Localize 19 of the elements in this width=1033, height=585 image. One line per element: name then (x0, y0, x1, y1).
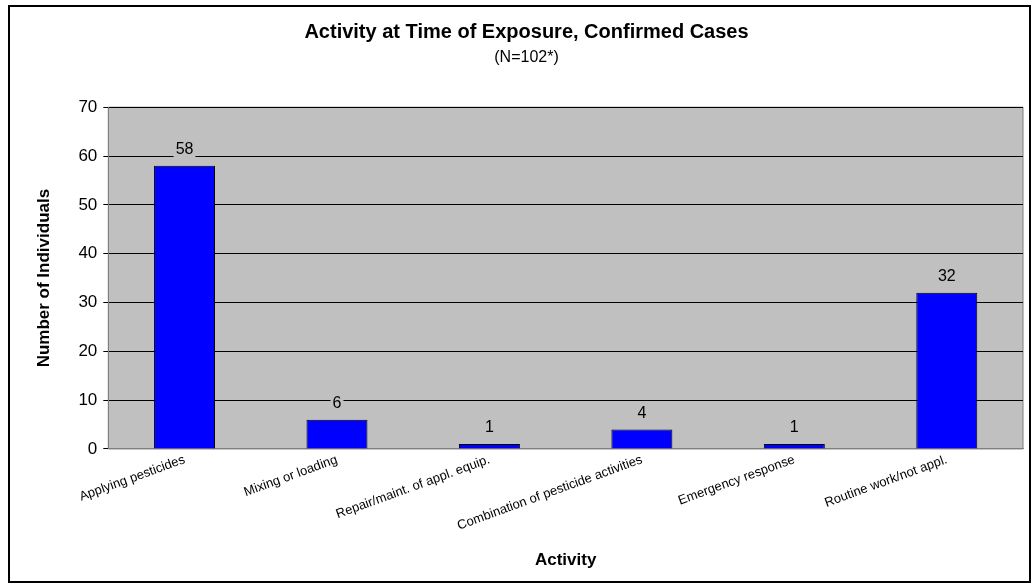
data-label: 4 (637, 403, 647, 421)
y-axis-title: Number of Individuals (33, 188, 53, 368)
data-label: 32 (937, 267, 956, 285)
y-tick-label: 60 (78, 145, 98, 165)
y-tick-label: 0 (87, 438, 98, 458)
y-tick-label: 10 (78, 389, 98, 409)
chart-title: Activity at Time of Exposure, Confirmed Cases (304, 19, 749, 42)
data-label: 58 (175, 140, 194, 158)
y-tick-label: 20 (78, 341, 98, 361)
x-axis-title: Activity (534, 550, 597, 570)
y-tick-label: 40 (78, 243, 98, 263)
data-label: 1 (789, 418, 799, 436)
data-label: 6 (332, 394, 342, 412)
chart-subtitle: (N=102*) (494, 48, 559, 66)
x-tick-label: Mixing or loading (241, 451, 340, 500)
y-tick-label: 50 (78, 194, 98, 214)
y-tick-label: 30 (78, 292, 98, 312)
y-tick-label: 70 (78, 96, 98, 116)
data-label: 1 (484, 418, 494, 436)
